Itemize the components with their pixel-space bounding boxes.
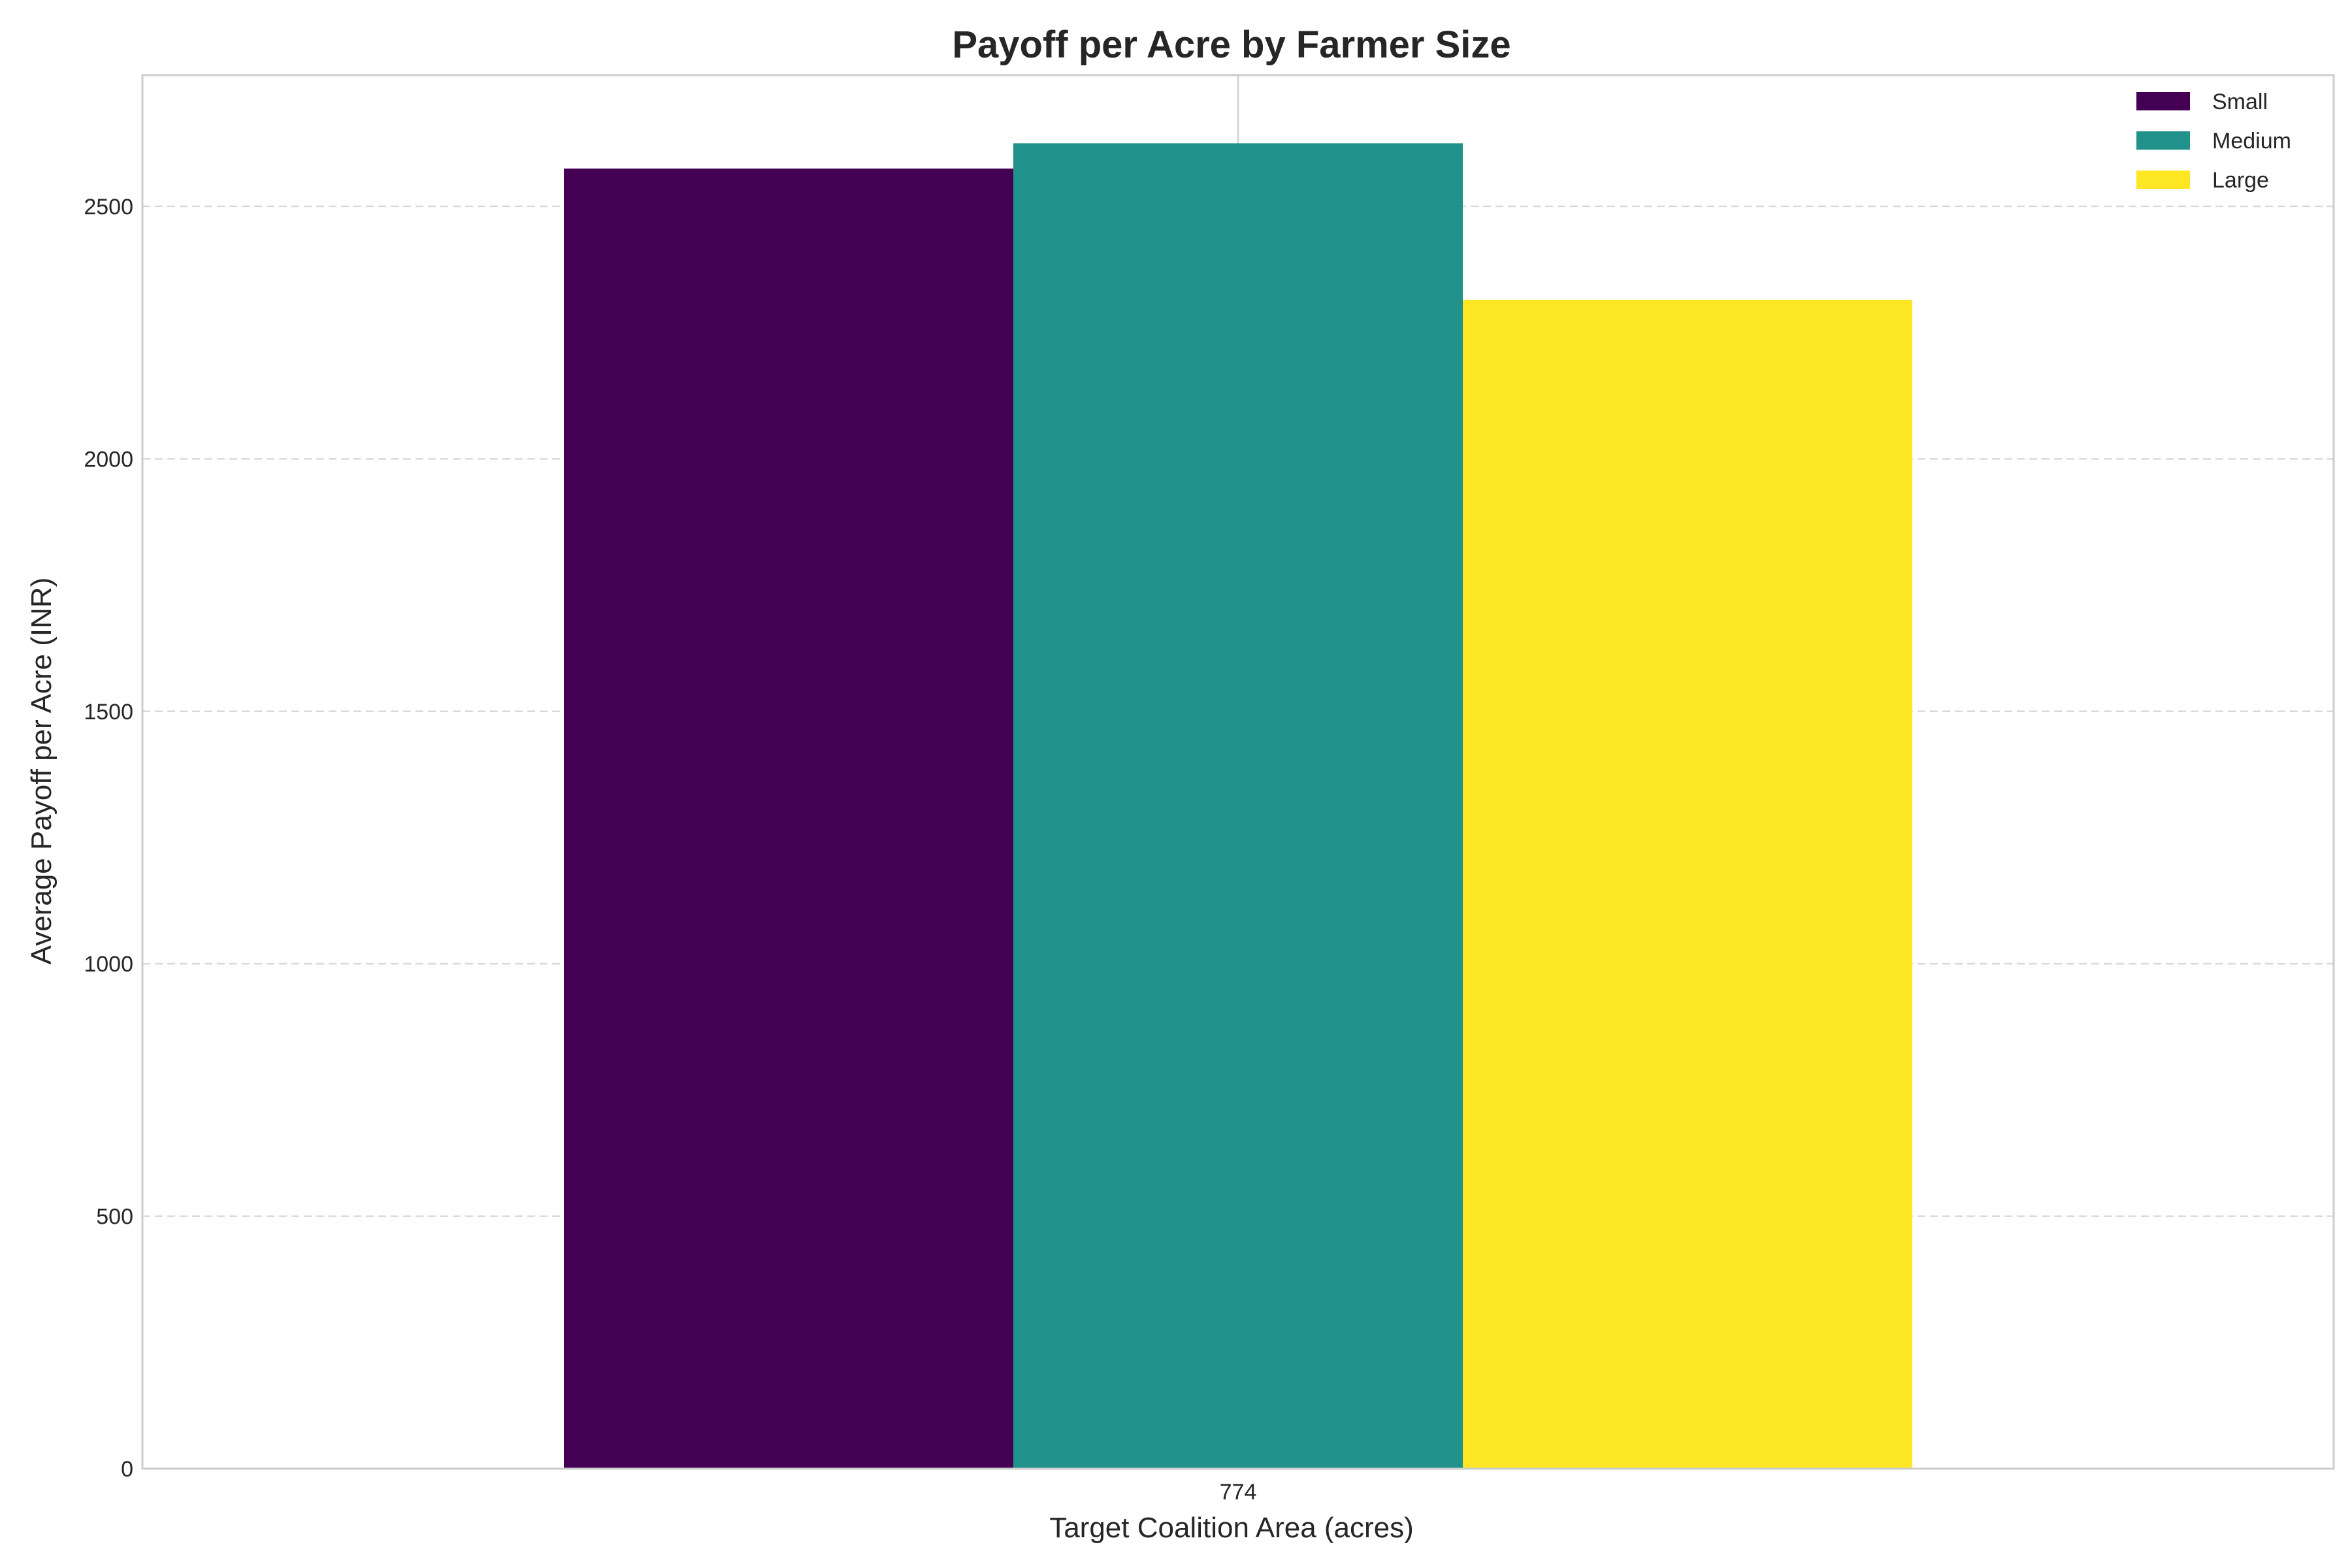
plot-area-frame: [141, 74, 2335, 1470]
y-tick-label: 2000: [84, 447, 133, 472]
bar-medium-774: [1013, 143, 1463, 1469]
bars: [564, 143, 1912, 1469]
y-tick-label: 0: [121, 1457, 133, 1482]
bar-small-774: [564, 168, 1013, 1469]
y-tick-label: 1500: [84, 700, 133, 725]
chart-title: Payoff per Acre by Farmer Size: [952, 24, 1511, 66]
x-tick-label: 774: [1220, 1480, 1257, 1505]
y-tick-label: 2500: [84, 195, 133, 220]
legend-swatch-medium: [2136, 131, 2190, 150]
y-tick-label: 500: [96, 1205, 133, 1230]
x-tick-labels: 774: [1220, 1480, 1257, 1505]
x-axis-label: Target Coalition Area (acres): [1049, 1512, 1414, 1544]
legend-label-small: Small: [2212, 90, 2268, 114]
legend: Small Medium Large: [2136, 90, 2291, 193]
bar-large-774: [1463, 299, 1912, 1469]
legend-label-large: Large: [2212, 168, 2269, 193]
legend-label-medium: Medium: [2212, 129, 2291, 154]
y-tick-labels: 0 500 1000 1500 2000 2500: [84, 195, 133, 1482]
y-tick-label: 1000: [84, 952, 133, 977]
y-axis-label: Average Payoff per Acre (INR): [25, 578, 57, 965]
legend-swatch-small: [2136, 92, 2190, 110]
legend-swatch-large: [2136, 171, 2190, 189]
